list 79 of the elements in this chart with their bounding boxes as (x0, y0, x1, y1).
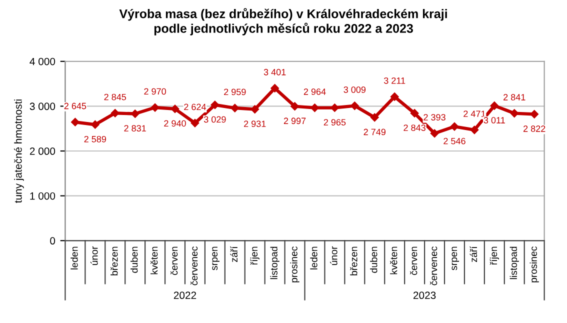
y-tick-label: 3 000 (30, 102, 56, 110)
data-label: 2 964 (304, 88, 326, 95)
point (230, 104, 240, 112)
data-label: 3 009 (344, 86, 366, 93)
x-tick-label: leden (310, 246, 318, 270)
x-tick-label: leden (70, 246, 78, 270)
point (310, 104, 319, 112)
x-tick-label: květen (150, 246, 158, 274)
data-label: 3 029 (204, 116, 226, 123)
x-tick-label: červenec (190, 246, 198, 286)
point (250, 105, 259, 114)
point (370, 113, 379, 122)
point (170, 104, 180, 114)
point (350, 102, 359, 110)
data-label: 2 624 (184, 104, 206, 110)
x-tick-label: srpen (452, 246, 460, 270)
data-label: 2 822 (524, 126, 546, 132)
point (390, 92, 399, 101)
data-label: 2 965 (324, 119, 346, 126)
x-tick-label: prosinec (290, 246, 300, 282)
data-label: 3 211 (384, 77, 406, 84)
x-tick-label: duben (370, 246, 378, 273)
point (330, 104, 339, 112)
data-label: 2 589 (84, 136, 106, 142)
data-label: 2 997 (284, 118, 306, 124)
chart-title: Výroba masa (bez drůbežího) v Královéhradeckém kraji podle jednotlivých měsíců roku 2022 a 2023 (119, 8, 447, 36)
y-tick-label: 4 000 (30, 58, 56, 66)
data-label: 2 940 (164, 120, 186, 127)
point (450, 122, 459, 131)
y-tick-label: 2 000 (30, 148, 56, 155)
x-tick-label: září (470, 246, 478, 262)
x-tick-label: září (230, 246, 238, 262)
x-tick-label: únor (90, 246, 98, 265)
data-label: 2 845 (104, 94, 126, 100)
x-tick-label: říjen (490, 246, 499, 265)
x-tick-label: listopad (510, 246, 519, 280)
point (410, 109, 419, 118)
x-tick-label: prosinec (530, 246, 539, 282)
data-label: 2 749 (364, 128, 386, 136)
data-label: 2 546 (444, 138, 466, 144)
y-tick-label: 0 (50, 237, 56, 245)
x-tick-label: říjen (250, 246, 260, 265)
x-tick-label: červenec (430, 246, 438, 286)
data-label: 2 645 (64, 102, 86, 110)
data-label: 2 471 (464, 110, 486, 117)
point (430, 129, 439, 138)
x-tick-label: duben (130, 246, 138, 273)
point (91, 120, 100, 129)
data-label: 2 843 (404, 124, 426, 131)
point (490, 102, 499, 110)
data-label: 2 841 (504, 94, 526, 100)
x-tick-label: březen (350, 246, 358, 276)
data-label: 3 401 (264, 68, 286, 76)
point (71, 118, 80, 126)
x-tick-label: únor (330, 246, 338, 265)
x-tick-label: srpen (212, 246, 220, 270)
x-tick-label: červen (170, 246, 178, 275)
y-tick-label: 1 000 (30, 192, 56, 200)
y-axis-title: tuny jatečné hmotnosti (14, 100, 24, 203)
point (150, 103, 160, 112)
point (110, 109, 120, 118)
point (530, 110, 538, 118)
data-label: 2 931 (244, 120, 266, 128)
data-label: 3 011 (484, 117, 505, 124)
point (270, 84, 279, 92)
data-label: 2 831 (124, 125, 146, 132)
x-tick-label: březen (110, 246, 118, 276)
x-tick-label: listopad (270, 246, 280, 280)
data-label: 2 959 (224, 88, 246, 96)
x-tick-label: květen (390, 246, 398, 274)
text: 2022 (174, 292, 196, 300)
point (210, 100, 220, 110)
point (190, 118, 200, 128)
data-label: 2 970 (144, 88, 166, 95)
x-tick-label: červen (410, 246, 418, 275)
text: 2023 (413, 292, 436, 300)
point (290, 102, 299, 110)
data-label: 2 393 (424, 114, 446, 120)
point (470, 126, 479, 134)
